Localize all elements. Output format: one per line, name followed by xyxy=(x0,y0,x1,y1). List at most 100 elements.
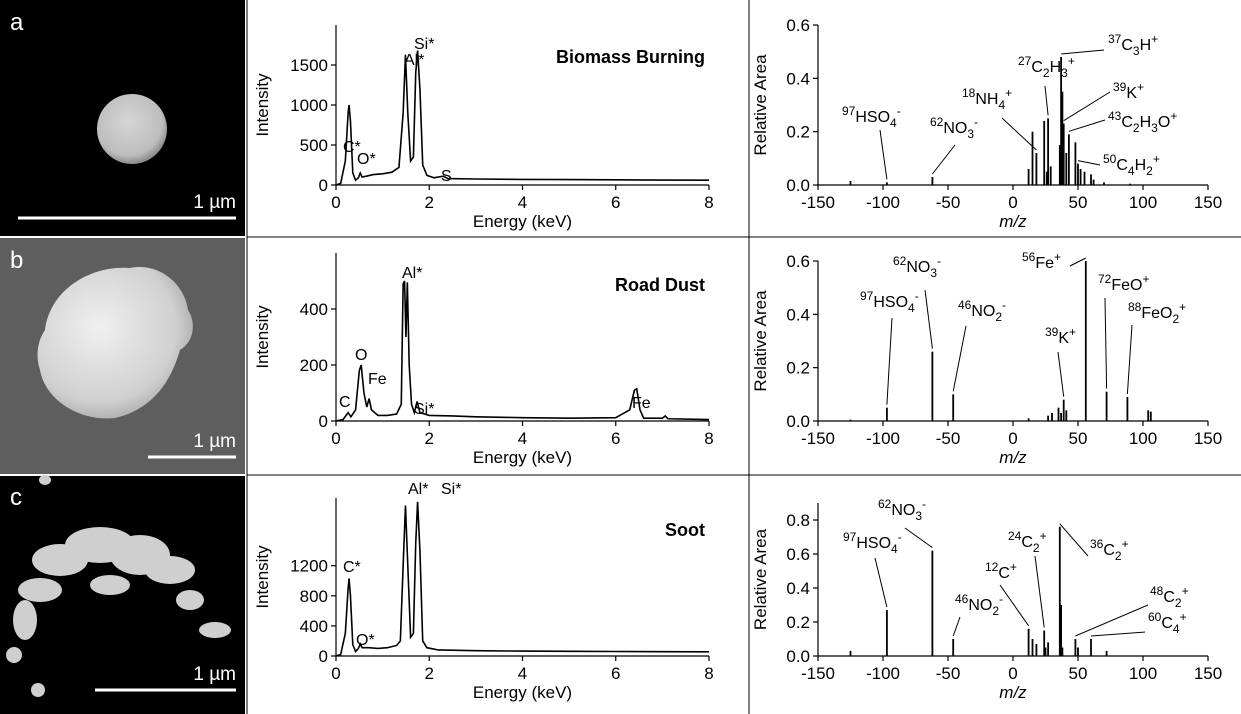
peak-label: Si* xyxy=(441,481,461,498)
y-tick-label: 0.4 xyxy=(786,305,810,324)
panel-label: a xyxy=(10,9,24,36)
ion-label-part: + xyxy=(1122,537,1129,551)
x-tick-label: 8 xyxy=(704,664,713,683)
x-tick-label: 6 xyxy=(611,664,620,683)
chart-title: Biomass Burning xyxy=(556,47,705,67)
ion-label-part: - xyxy=(1002,298,1006,312)
ion-label-part: + xyxy=(1170,109,1177,123)
x-tick-label: 8 xyxy=(704,429,713,448)
leader-line xyxy=(874,557,888,608)
y-axis-label: Intensity xyxy=(253,305,272,369)
ion-label-part: 88 xyxy=(1128,300,1142,314)
leader-line xyxy=(1068,119,1106,132)
ion-label-part: FeO xyxy=(1141,305,1172,322)
x-tick-label: 4 xyxy=(518,429,527,448)
leader-line xyxy=(1001,117,1037,151)
ion-label-part: NO xyxy=(968,597,992,614)
y-tick-label: 800 xyxy=(300,587,328,606)
spectrum-line xyxy=(336,280,709,421)
ion-label: 88FeO2+ xyxy=(1128,300,1186,326)
y-tick-label: 1000 xyxy=(290,96,328,115)
ion-label-part: 3 xyxy=(967,127,974,141)
ion-label-part: + xyxy=(1069,325,1076,339)
leader-line xyxy=(1069,257,1087,267)
peak-label: S xyxy=(441,168,452,185)
ion-label-part: 12 xyxy=(985,560,999,574)
ion-label: 24C2+ xyxy=(1008,529,1047,555)
ion-label: 50C4H2+ xyxy=(1103,152,1160,178)
panel-label: b xyxy=(10,247,23,274)
ion-label-part: HSO xyxy=(856,535,891,552)
ion-label-part: C xyxy=(1163,589,1175,606)
x-axis-label: m/z xyxy=(999,212,1027,231)
peak-label: O* xyxy=(356,632,375,649)
ion-label-part: H xyxy=(1140,114,1152,131)
x-tick-label: -150 xyxy=(801,429,835,448)
ion-label-part: NO xyxy=(943,120,967,137)
ion-label: 97HSO4- xyxy=(843,530,902,556)
ion-label-part: C xyxy=(1116,157,1128,174)
ion-label: 46NO2- xyxy=(955,592,1003,618)
leader-line xyxy=(1061,49,1105,55)
ion-label: 46NO2- xyxy=(958,298,1006,324)
ion-label-part: + xyxy=(1153,152,1160,166)
x-tick-label: 4 xyxy=(518,664,527,683)
ion-label: 62NO3- xyxy=(893,254,941,280)
ion-label-part: 39 xyxy=(1045,325,1059,339)
ion-label-part: 62 xyxy=(878,497,892,511)
chart-title: Soot xyxy=(665,520,705,540)
ion-label-part: + xyxy=(1068,54,1075,68)
scale-label: 1 µm xyxy=(193,664,236,685)
peak-label: Fe xyxy=(368,371,387,388)
ion-label-part: C xyxy=(1161,615,1173,632)
ion-label-part: 3 xyxy=(1061,66,1068,80)
ion-label-part: C xyxy=(1121,114,1133,131)
x-tick-label: 0 xyxy=(1008,429,1017,448)
ion-label-part: + xyxy=(1142,272,1149,286)
x-tick-label: -150 xyxy=(801,664,835,683)
leader-line xyxy=(952,616,961,637)
ion-label-part: NO xyxy=(971,303,995,320)
y-tick-label: 0.4 xyxy=(786,69,810,88)
ion-label: 62NO3- xyxy=(878,497,926,523)
leader-line xyxy=(1090,631,1146,637)
x-tick-label: 2 xyxy=(425,193,434,212)
x-axis-label: m/z xyxy=(999,448,1027,467)
x-tick-label: 150 xyxy=(1194,664,1222,683)
peak-label: Al* xyxy=(402,265,422,282)
leader-line xyxy=(924,289,933,349)
y-tick-label: 0.6 xyxy=(786,252,810,271)
peak-label: Si* xyxy=(414,401,434,418)
ion-label-part: + xyxy=(1010,560,1017,574)
ion-label-part: HSO xyxy=(855,109,890,126)
ion-label-part: FeO xyxy=(1111,277,1142,294)
x-tick-label: -100 xyxy=(866,429,900,448)
ion-label-part: 4 xyxy=(1173,622,1180,636)
ion-label: 37C3H+ xyxy=(1108,32,1158,58)
ion-label-part: 97 xyxy=(842,104,856,118)
leader-line xyxy=(1057,351,1065,397)
ion-label-part: HSO xyxy=(873,294,908,311)
ion-label: 12C+ xyxy=(985,560,1017,582)
ion-label-part: 2 xyxy=(1133,121,1140,135)
ion-label-part: - xyxy=(937,254,941,268)
x-tick-label: -100 xyxy=(866,664,900,683)
ion-label-part: 56 xyxy=(1022,250,1036,264)
y-tick-label: 400 xyxy=(300,300,328,319)
ion-label-part: - xyxy=(974,115,978,129)
ion-label-part: NH xyxy=(975,91,998,108)
ion-label: 56Fe+ xyxy=(1022,250,1061,272)
ion-label: 97HSO4- xyxy=(842,104,901,130)
leader-line xyxy=(1063,91,1111,122)
leader-line xyxy=(999,584,1030,627)
x-tick-label: 6 xyxy=(611,193,620,212)
peak-label: C xyxy=(339,394,351,411)
y-tick-label: 0 xyxy=(319,647,328,666)
ion-label-part: 4 xyxy=(890,116,897,130)
x-tick-label: 4 xyxy=(518,193,527,212)
leader-line xyxy=(1059,523,1089,557)
ion-label-part: 43 xyxy=(1108,109,1122,123)
x-tick-label: 100 xyxy=(1129,664,1157,683)
y-axis-label: Relative Area xyxy=(751,54,770,156)
ion-label-part: + xyxy=(1054,250,1061,264)
